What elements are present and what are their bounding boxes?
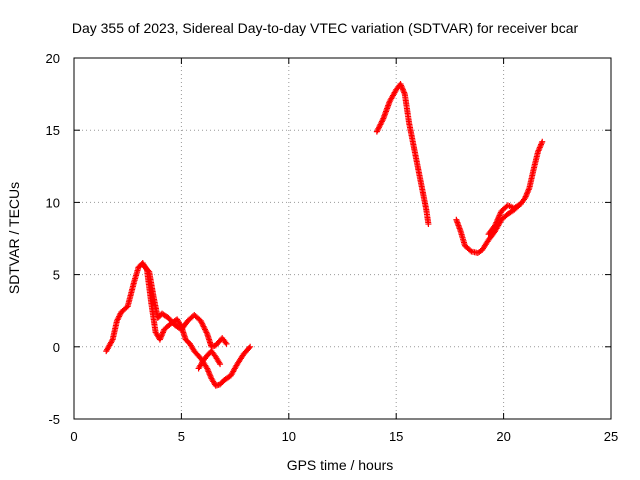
x-tick-label: 15 (389, 429, 403, 444)
y-tick-label: 5 (53, 268, 60, 283)
x-tick-labels: 0 5 10 15 20 25 (70, 429, 618, 444)
data-points (103, 80, 546, 389)
data-point (425, 221, 432, 228)
y-axis-label: SDTVAR / TECUs (6, 182, 22, 294)
data-point (145, 267, 152, 274)
data-point (539, 138, 546, 145)
data-point (246, 345, 253, 352)
y-tick-label: 20 (46, 51, 60, 66)
data-point (516, 201, 523, 208)
x-tick-label: 5 (178, 429, 185, 444)
y-tick-labels: -5 0 5 10 15 20 (46, 51, 60, 427)
x-axis-label: GPS time / hours (287, 457, 394, 473)
plot-frame (73, 57, 612, 420)
x-tick-label: 10 (282, 429, 296, 444)
chart-title: Day 355 of 2023, Sidereal Day-to-day VTE… (72, 20, 579, 36)
x-tick-label: 20 (496, 429, 510, 444)
data-point (247, 343, 254, 350)
x-tick-label: 0 (70, 429, 77, 444)
y-tick-label: 0 (53, 340, 60, 355)
x-tick-label: 25 (604, 429, 618, 444)
data-point (517, 200, 524, 207)
y-tick-label: -5 (48, 412, 60, 427)
y-tick-label: 10 (46, 195, 60, 210)
y-tick-label: 15 (46, 123, 60, 138)
data-point (217, 361, 224, 368)
data-point (223, 340, 230, 347)
grid-lines (74, 58, 611, 419)
axis-ticks (73, 57, 612, 420)
